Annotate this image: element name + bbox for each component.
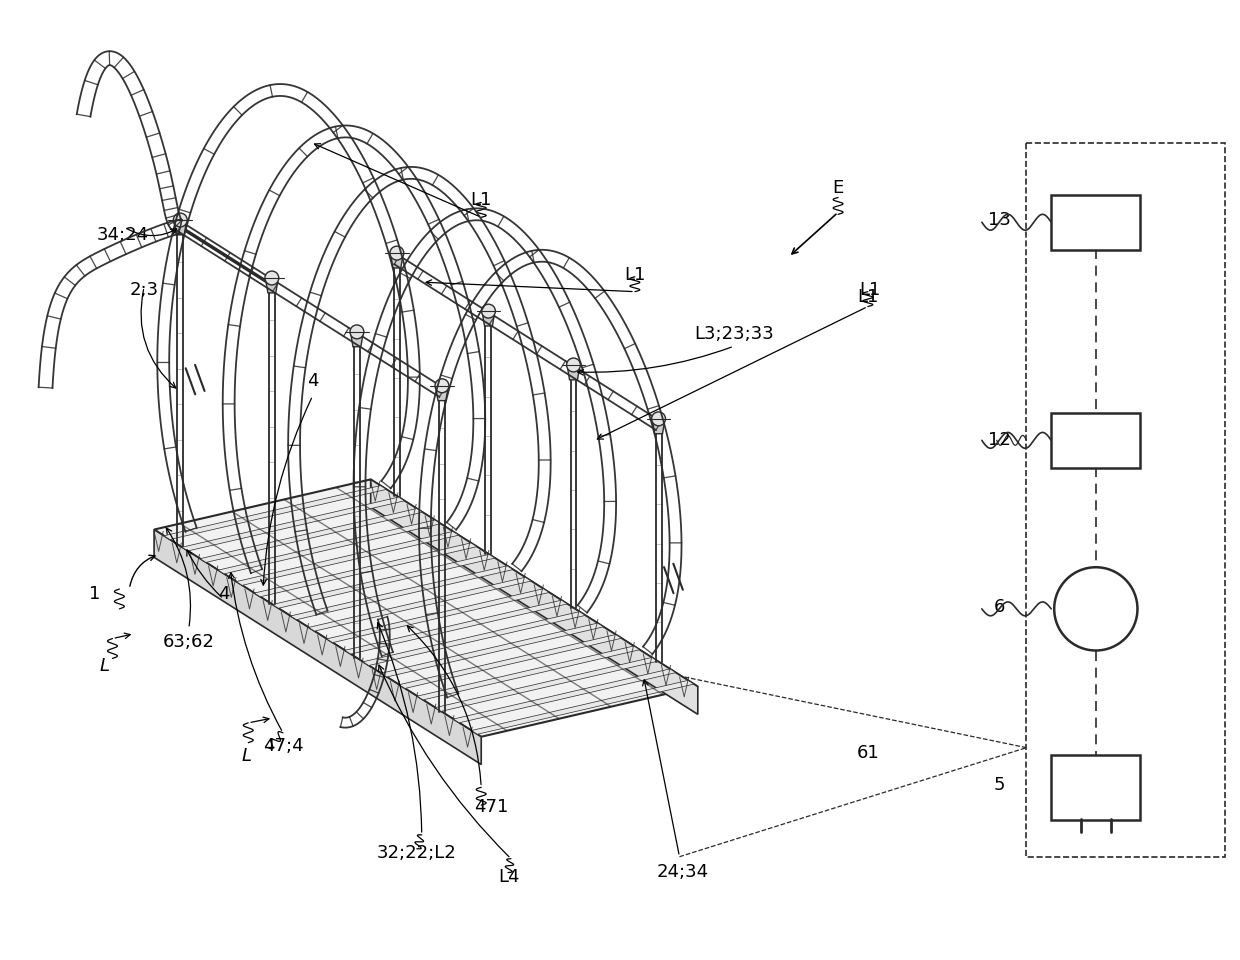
Polygon shape: [317, 634, 336, 645]
Text: L4: L4: [498, 868, 520, 885]
Text: 5: 5: [994, 777, 1006, 794]
Polygon shape: [309, 577, 531, 631]
Text: 32;22;L2: 32;22;L2: [377, 844, 456, 862]
Polygon shape: [200, 509, 423, 563]
Polygon shape: [435, 658, 657, 711]
Polygon shape: [391, 680, 408, 690]
Polygon shape: [471, 681, 694, 734]
Polygon shape: [568, 368, 579, 380]
Polygon shape: [363, 612, 585, 665]
Polygon shape: [182, 497, 404, 551]
Text: L3;23;33: L3;23;33: [694, 325, 774, 344]
Polygon shape: [345, 600, 567, 654]
Text: 2;3: 2;3: [130, 280, 159, 299]
Text: L: L: [99, 658, 109, 676]
Polygon shape: [353, 657, 372, 668]
Polygon shape: [351, 335, 363, 347]
Polygon shape: [372, 668, 391, 680]
Polygon shape: [237, 532, 459, 586]
Polygon shape: [399, 635, 621, 688]
Polygon shape: [408, 690, 427, 702]
Polygon shape: [391, 256, 403, 268]
Polygon shape: [454, 669, 676, 723]
Text: L1: L1: [859, 280, 880, 299]
Bar: [1052, 756, 1141, 820]
Polygon shape: [154, 530, 481, 764]
Polygon shape: [273, 554, 495, 609]
Polygon shape: [227, 576, 246, 588]
Polygon shape: [154, 479, 698, 736]
Polygon shape: [164, 486, 387, 540]
Text: 61: 61: [857, 744, 879, 761]
Text: L1: L1: [857, 288, 878, 305]
Polygon shape: [246, 588, 263, 599]
Text: 6: 6: [994, 598, 1006, 616]
Circle shape: [389, 246, 404, 260]
Bar: [1027, 143, 1225, 856]
Circle shape: [350, 324, 363, 339]
Polygon shape: [336, 645, 353, 657]
Text: 13: 13: [988, 211, 1011, 229]
Polygon shape: [463, 725, 481, 736]
Circle shape: [1054, 567, 1137, 651]
Polygon shape: [263, 599, 281, 611]
Polygon shape: [290, 565, 513, 620]
Polygon shape: [482, 314, 495, 326]
Text: 4: 4: [218, 585, 229, 603]
Polygon shape: [326, 588, 549, 642]
Polygon shape: [172, 541, 191, 553]
Polygon shape: [652, 421, 665, 434]
Circle shape: [174, 213, 187, 227]
Polygon shape: [445, 713, 463, 725]
Text: 4: 4: [308, 372, 319, 390]
Text: L: L: [242, 747, 252, 764]
Polygon shape: [254, 543, 477, 597]
Polygon shape: [436, 389, 448, 400]
Text: 1: 1: [89, 585, 100, 603]
Polygon shape: [381, 623, 604, 677]
Bar: [1052, 195, 1141, 250]
Circle shape: [265, 271, 279, 285]
Polygon shape: [281, 611, 300, 622]
Polygon shape: [218, 520, 440, 574]
Text: 12: 12: [988, 431, 1011, 449]
Circle shape: [567, 358, 580, 372]
Polygon shape: [371, 479, 698, 714]
Circle shape: [652, 412, 666, 426]
Text: 471: 471: [474, 798, 508, 816]
Text: 34;24: 34;24: [97, 227, 149, 244]
Text: L1: L1: [624, 266, 646, 284]
Text: 24;34: 24;34: [656, 863, 708, 880]
Polygon shape: [175, 223, 186, 235]
Polygon shape: [154, 530, 172, 541]
Bar: [1052, 413, 1141, 468]
Polygon shape: [208, 564, 227, 576]
Polygon shape: [417, 646, 640, 700]
Text: L1: L1: [470, 191, 492, 209]
Polygon shape: [300, 622, 317, 634]
Polygon shape: [191, 553, 208, 564]
Text: 47;4: 47;4: [263, 736, 304, 755]
Text: 63;62: 63;62: [162, 633, 215, 651]
Circle shape: [481, 304, 496, 318]
Text: E: E: [832, 179, 843, 197]
Circle shape: [435, 379, 449, 393]
Polygon shape: [427, 702, 445, 713]
Polygon shape: [265, 281, 278, 293]
